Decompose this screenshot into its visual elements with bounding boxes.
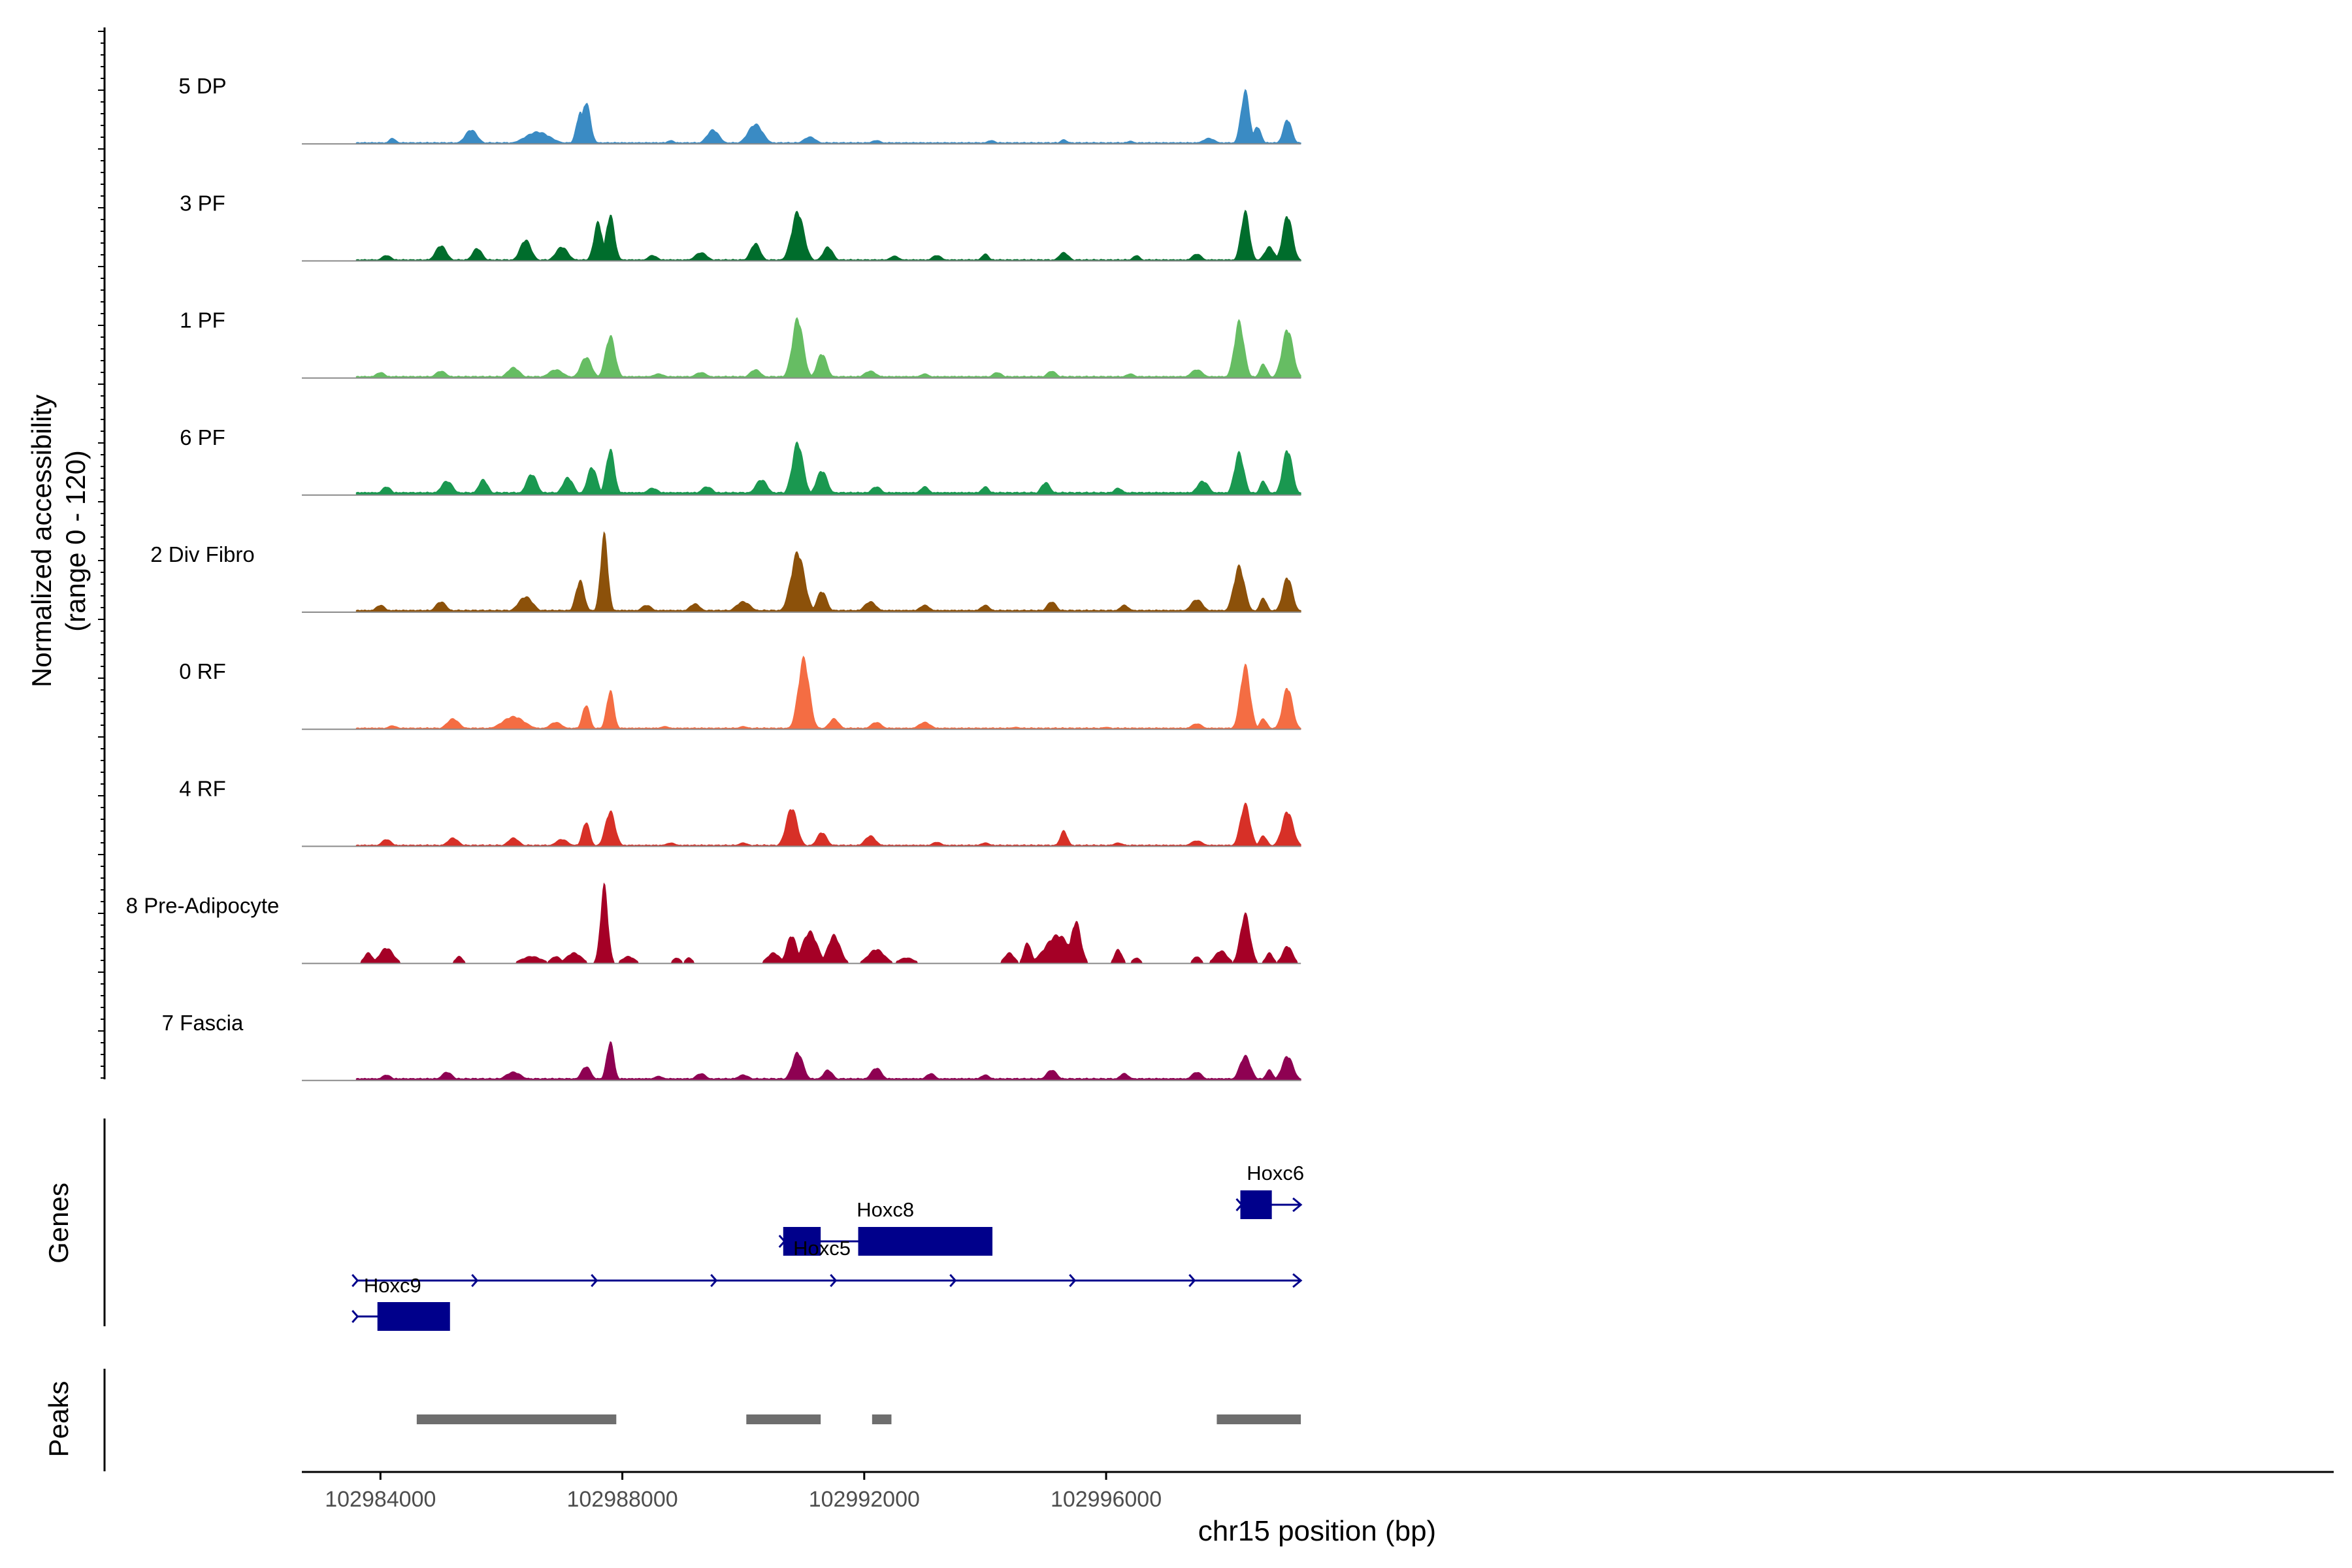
strand-arrow [710, 1274, 718, 1287]
track-label: 3 PF [180, 191, 225, 215]
coverage-area [355, 1041, 1301, 1081]
strand-arrow [830, 1274, 838, 1287]
coverage-area [355, 441, 1301, 496]
peak-region-bar [872, 1414, 892, 1424]
x-axis: 102984000 102988000 102992000 102996000 chr… [302, 1471, 2334, 1547]
coverage-area [355, 89, 1301, 144]
x-tick-label: 102988000 [566, 1487, 678, 1512]
track-2-div-fibro: 2 Div Fibro [150, 531, 1301, 613]
coverage-tracks: 5 DP 3 PF 1 PF 6 PF 2 Div Fibro 0 RF 4 RF 8 Pre… [126, 74, 1301, 1081]
track-4-rf: 4 RF [179, 776, 1301, 847]
y-axis-title-line-2: (range 0 - 120) [60, 450, 91, 632]
track-8-pre-adipocyte: 8 Pre-Adipocyte [126, 882, 1301, 965]
peaks-panel: Peaks [43, 1369, 1301, 1471]
track-label: 0 RF [179, 659, 226, 683]
genes-panel-title: Genes [43, 1183, 74, 1264]
coverage-area [355, 531, 1301, 613]
gene-hoxc5: Hoxc5 [351, 1237, 1303, 1288]
track-7-fascia: 7 Fascia [162, 1011, 1301, 1081]
gene-label: Hoxc5 [793, 1237, 851, 1260]
coverage-y-ticks [98, 31, 105, 1079]
track-label: 8 Pre-Adipocyte [126, 894, 280, 918]
peak-region-bar [746, 1414, 821, 1424]
track-5-dp: 5 DP [178, 74, 1301, 145]
track-label: 6 PF [180, 425, 225, 449]
x-tick-label: 102984000 [325, 1487, 436, 1512]
gene-hoxc9: Hoxc9 [351, 1274, 450, 1331]
track-label: 2 Div Fibro [150, 542, 255, 566]
peaks-panel-title: Peaks [43, 1381, 74, 1458]
x-tick-label: 102992000 [809, 1487, 920, 1512]
gene-label: Hoxc6 [1247, 1162, 1304, 1184]
coverage-area [356, 882, 1301, 965]
coverage-area [355, 317, 1301, 379]
peak-region-bar [1217, 1414, 1301, 1424]
strand-arrow [591, 1274, 598, 1287]
track-6-pf: 6 PF [180, 425, 1301, 496]
x-axis-title: chr15 position (bp) [1198, 1515, 1436, 1547]
y-axis-title-line-1: Normalized accessibility [26, 395, 57, 687]
track-3-pf: 3 PF [180, 191, 1301, 262]
strand-arrow [351, 1310, 359, 1323]
gene-hoxc6: Hoxc6 [1235, 1162, 1304, 1219]
gene-hoxc8: Hoxc8 [778, 1198, 993, 1256]
strand-arrow [471, 1274, 479, 1287]
x-axis-ticks: 102984000 102988000 102992000 102996000 [325, 1472, 1162, 1512]
gene-label: Hoxc8 [857, 1198, 914, 1221]
gene-end-arrow [1292, 1197, 1303, 1213]
gene-exon [858, 1227, 993, 1256]
track-label: 1 PF [180, 308, 225, 333]
coverage-area [355, 802, 1301, 847]
strand-arrow [351, 1274, 359, 1287]
peak-region-bar [416, 1414, 617, 1424]
gene-exon [783, 1227, 821, 1256]
track-1-pf: 1 PF [180, 308, 1301, 379]
x-tick-label: 102996000 [1051, 1487, 1162, 1512]
track-label: 5 DP [178, 74, 226, 98]
gene-label: Hoxc9 [364, 1274, 421, 1297]
coverage-area [355, 655, 1301, 730]
gene-models: Hoxc6 Hoxc8 Hoxc5 Hoxc9 [351, 1162, 1304, 1331]
gene-end-arrow [1292, 1273, 1303, 1288]
strand-arrow [949, 1274, 957, 1287]
strand-arrow [1188, 1274, 1196, 1287]
peak-regions [416, 1414, 1301, 1424]
gene-exon [1240, 1190, 1272, 1219]
track-label: 7 Fascia [162, 1011, 244, 1035]
coverage-area [355, 210, 1301, 261]
track-0-rf: 0 RF [179, 655, 1301, 730]
strand-arrow [1069, 1274, 1077, 1287]
gene-exon [377, 1302, 450, 1331]
genes-panel: Genes Hoxc6 Hoxc8 Hoxc5 Hoxc9 [43, 1119, 1304, 1331]
coverage-y-axis-title: Normalized accessibility (range 0 - 120) [26, 395, 91, 687]
track-label: 4 RF [179, 776, 226, 800]
